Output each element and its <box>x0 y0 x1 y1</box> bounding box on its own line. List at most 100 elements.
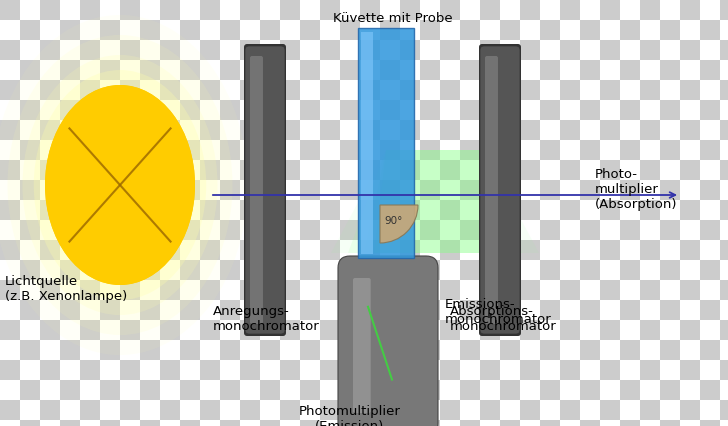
Bar <box>240 220 260 240</box>
Bar <box>360 20 380 40</box>
Bar <box>480 280 500 300</box>
Bar <box>0 80 20 100</box>
Bar <box>360 360 380 380</box>
Bar <box>40 260 60 280</box>
Bar <box>0 360 20 380</box>
Bar <box>300 200 320 220</box>
Bar <box>40 380 60 400</box>
Bar <box>340 100 360 120</box>
Bar <box>160 260 180 280</box>
Bar <box>420 340 440 360</box>
Bar <box>420 80 440 100</box>
Bar <box>680 0 700 20</box>
Bar <box>320 100 340 120</box>
Bar <box>60 0 80 20</box>
Bar <box>200 300 220 320</box>
Bar <box>120 140 140 160</box>
Bar <box>360 0 380 20</box>
Bar <box>460 200 480 220</box>
Bar <box>160 220 180 240</box>
Bar <box>540 60 560 80</box>
Bar <box>120 20 140 40</box>
Bar <box>640 380 660 400</box>
Bar <box>460 220 480 240</box>
Bar <box>600 300 620 320</box>
Bar <box>60 360 80 380</box>
Bar <box>620 380 640 400</box>
Bar <box>560 200 580 220</box>
Bar <box>40 60 60 80</box>
Bar <box>660 420 680 426</box>
Bar <box>500 300 520 320</box>
Bar <box>320 220 340 240</box>
Bar <box>560 300 580 320</box>
Bar <box>700 240 720 260</box>
Bar <box>600 0 620 20</box>
Bar <box>660 60 680 80</box>
Bar <box>700 220 720 240</box>
Bar <box>280 320 300 340</box>
Bar <box>360 320 380 340</box>
Bar <box>180 400 200 420</box>
Bar <box>20 0 40 20</box>
Bar <box>340 200 360 220</box>
Bar <box>180 420 200 426</box>
Bar <box>700 420 720 426</box>
Bar <box>380 220 400 240</box>
Bar <box>160 140 180 160</box>
Bar <box>640 400 660 420</box>
Bar <box>20 220 40 240</box>
Bar <box>160 280 180 300</box>
Bar <box>240 280 260 300</box>
Bar <box>60 120 80 140</box>
Bar <box>20 40 40 60</box>
Bar <box>400 220 420 240</box>
Bar <box>240 400 260 420</box>
Bar <box>80 400 100 420</box>
Bar <box>700 100 720 120</box>
Bar <box>700 300 720 320</box>
Bar <box>240 40 260 60</box>
Bar <box>360 220 380 240</box>
Bar <box>520 120 540 140</box>
Bar <box>720 280 728 300</box>
Bar <box>120 100 140 120</box>
Bar <box>200 360 220 380</box>
Bar <box>500 20 520 40</box>
Bar <box>540 220 560 240</box>
Bar <box>600 260 620 280</box>
Bar <box>0 0 20 20</box>
Bar <box>720 120 728 140</box>
Bar <box>220 300 240 320</box>
Bar <box>260 40 280 60</box>
Bar <box>20 320 40 340</box>
Bar <box>40 20 60 40</box>
Bar <box>540 240 560 260</box>
Bar <box>480 400 500 420</box>
Bar <box>360 340 380 360</box>
Bar <box>440 360 460 380</box>
Bar <box>280 380 300 400</box>
Bar <box>480 60 500 80</box>
Bar <box>580 100 600 120</box>
Bar <box>120 120 140 140</box>
Bar <box>180 60 200 80</box>
Bar <box>140 320 160 340</box>
Bar <box>0 160 20 180</box>
Bar <box>620 20 640 40</box>
Bar <box>480 360 500 380</box>
Bar <box>580 20 600 40</box>
Polygon shape <box>376 258 400 288</box>
Bar <box>360 300 380 320</box>
Bar <box>200 240 220 260</box>
Bar <box>200 400 220 420</box>
Bar <box>620 180 640 200</box>
Bar <box>280 80 300 100</box>
Bar <box>260 220 280 240</box>
Bar <box>80 360 100 380</box>
Bar <box>540 180 560 200</box>
Bar <box>300 60 320 80</box>
Bar <box>460 160 480 180</box>
Bar <box>660 20 680 40</box>
Bar <box>540 140 560 160</box>
